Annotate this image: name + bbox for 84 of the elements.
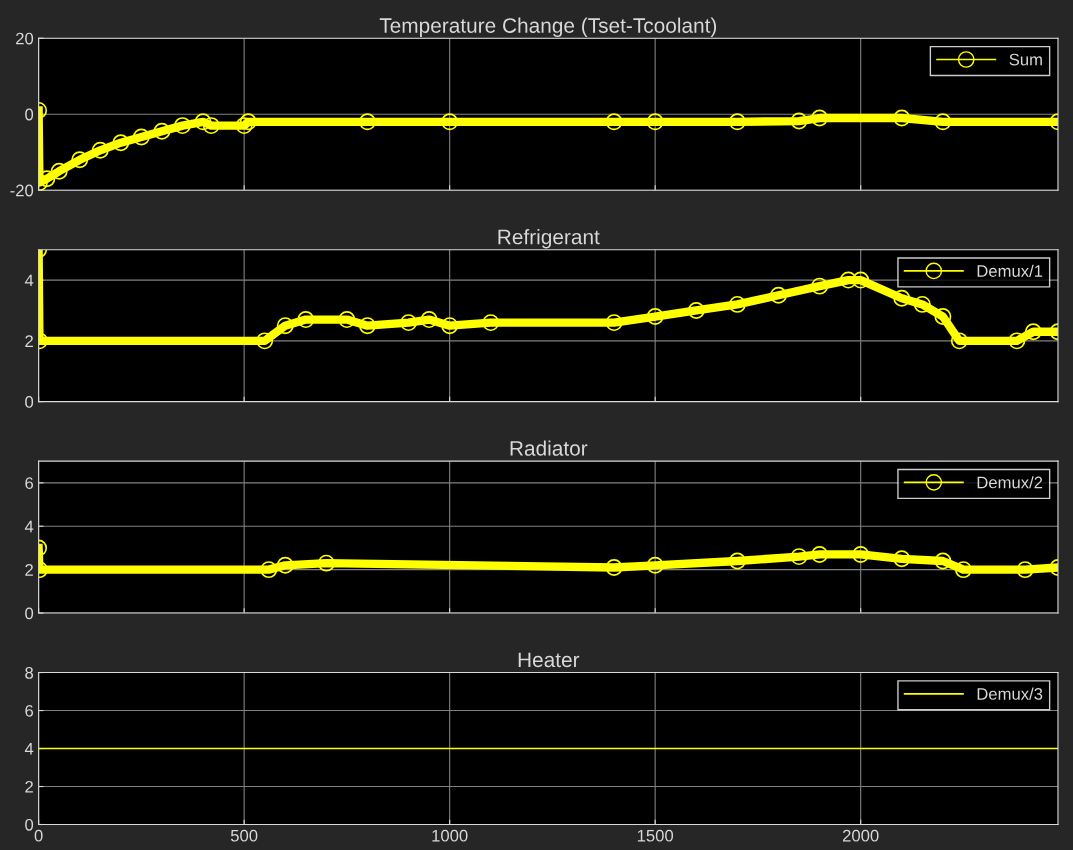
point bbox=[194, 113, 212, 131]
point bbox=[605, 314, 623, 332]
point bbox=[338, 311, 356, 329]
point bbox=[441, 317, 459, 335]
point bbox=[420, 311, 438, 329]
y-tick-label: 0 bbox=[25, 818, 34, 831]
y-tick-label: 0 bbox=[25, 108, 34, 121]
x-tick-label: 0 bbox=[34, 829, 43, 842]
point bbox=[132, 128, 150, 146]
legend-label: Demux/2 bbox=[977, 476, 1043, 489]
point bbox=[91, 141, 109, 159]
chart-title: Heater bbox=[518, 652, 580, 668]
point bbox=[276, 317, 294, 335]
point bbox=[852, 271, 870, 289]
point bbox=[1008, 332, 1026, 350]
y-tick-label: 0 bbox=[25, 396, 34, 408]
point bbox=[235, 117, 253, 135]
point bbox=[728, 552, 746, 570]
x-tick-label: 1000 bbox=[432, 829, 468, 842]
y-tick-label: 20 bbox=[16, 32, 34, 45]
point bbox=[153, 122, 171, 140]
point bbox=[441, 113, 459, 131]
point bbox=[790, 548, 808, 566]
y-tick-label: -20 bbox=[10, 184, 34, 197]
point bbox=[276, 556, 294, 574]
point bbox=[770, 286, 787, 304]
chart-title: Temperature Change (Tset-Tcoolant) bbox=[379, 17, 717, 38]
chart-title: Refrigerant bbox=[498, 229, 600, 249]
point bbox=[71, 151, 89, 169]
point bbox=[1024, 323, 1042, 341]
point bbox=[811, 109, 829, 127]
point bbox=[482, 314, 500, 332]
point bbox=[260, 561, 278, 579]
point bbox=[202, 117, 220, 135]
y-tick-label: 2 bbox=[25, 335, 33, 347]
x-tick-label: 500 bbox=[230, 829, 258, 842]
x-tick-label: 2000 bbox=[842, 829, 879, 842]
point bbox=[811, 277, 829, 295]
point bbox=[646, 113, 664, 131]
point bbox=[646, 308, 664, 326]
point bbox=[174, 117, 191, 135]
point bbox=[954, 561, 972, 579]
point bbox=[934, 113, 952, 131]
point bbox=[728, 113, 746, 131]
point bbox=[934, 308, 952, 326]
y-tick-label: 4 bbox=[24, 274, 34, 287]
point bbox=[1016, 561, 1034, 579]
point bbox=[852, 545, 870, 563]
point bbox=[790, 112, 808, 130]
point bbox=[728, 295, 746, 313]
point bbox=[50, 162, 68, 180]
y-tick-label: 8 bbox=[25, 666, 34, 679]
y-tick-label: 0 bbox=[25, 607, 34, 620]
point bbox=[317, 554, 335, 572]
legend-label: Sum bbox=[1009, 53, 1042, 66]
y-tick-label: 4 bbox=[24, 743, 34, 755]
legend-label: Demux/3 bbox=[977, 687, 1043, 700]
chart-title: Radiator bbox=[510, 440, 588, 456]
point bbox=[893, 550, 911, 568]
point bbox=[358, 317, 376, 335]
point bbox=[950, 332, 968, 350]
point bbox=[893, 289, 911, 307]
point bbox=[811, 545, 829, 563]
point bbox=[297, 311, 315, 329]
point bbox=[400, 314, 418, 332]
point bbox=[646, 556, 664, 574]
point bbox=[256, 332, 274, 350]
point bbox=[913, 295, 931, 313]
point bbox=[839, 271, 857, 289]
y-tick-label: 2 bbox=[25, 564, 33, 576]
y-tick-label: 6 bbox=[25, 704, 34, 717]
point bbox=[605, 113, 623, 131]
y-tick-label: 6 bbox=[25, 477, 34, 490]
point bbox=[112, 134, 130, 152]
y-tick-label: 2 bbox=[25, 780, 33, 793]
y-tick-label: 4 bbox=[24, 520, 34, 533]
point bbox=[934, 552, 952, 570]
point bbox=[358, 113, 376, 131]
point bbox=[893, 109, 911, 127]
point bbox=[687, 301, 705, 319]
point bbox=[239, 113, 257, 131]
point bbox=[605, 559, 623, 576]
legend-label: Demux/1 bbox=[977, 264, 1043, 277]
x-tick-label: 1500 bbox=[637, 829, 674, 842]
